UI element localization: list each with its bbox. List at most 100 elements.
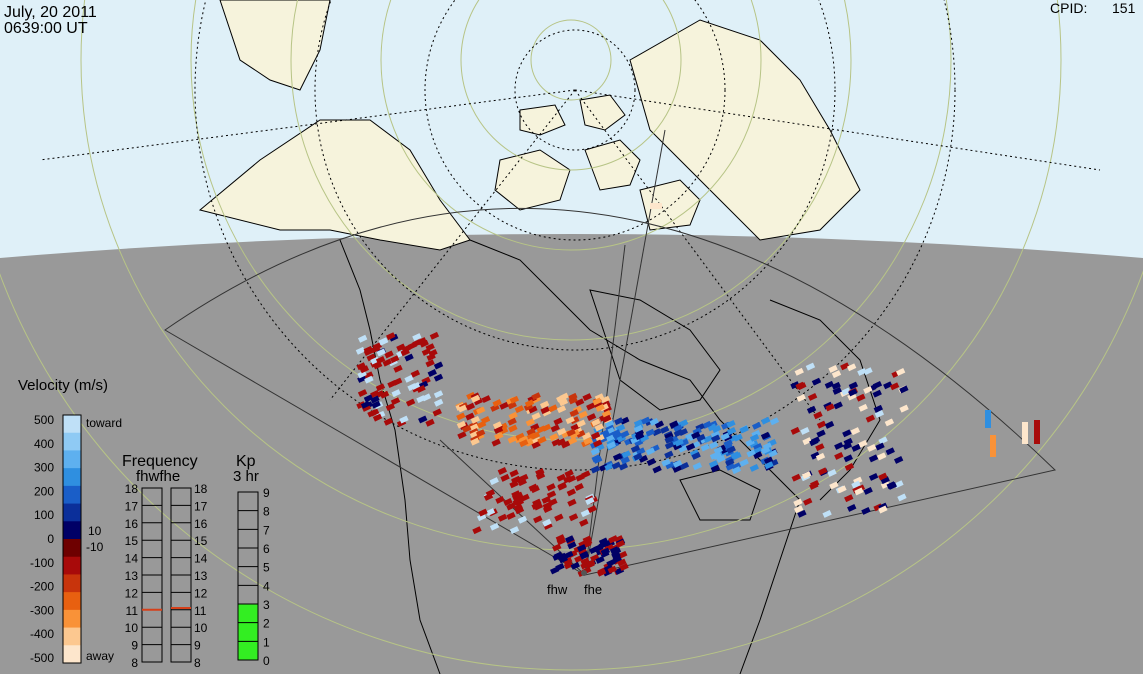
velocity-cell-away (553, 417, 563, 426)
velocity-cell-mid (503, 497, 513, 506)
velocity-cell-west (388, 333, 399, 342)
velocity-cell-away (508, 424, 518, 433)
velocity-cell-away (490, 403, 500, 412)
frequency-tick-left: 16 (125, 517, 139, 531)
velocity-cell-toward (753, 446, 763, 455)
velocity-cell-west (412, 333, 422, 342)
kp-tick-label: 7 (263, 523, 270, 537)
radar-site-fhe: fhe (584, 582, 602, 597)
velocity-cell-west (405, 398, 416, 407)
velocity-cell-near (586, 559, 596, 568)
velocity-cell-toward (710, 434, 721, 443)
velocity-cell-east (851, 480, 861, 489)
velocity-cell-west (393, 364, 403, 373)
velocity-cell-far (985, 410, 991, 428)
velocity-cell-mid (514, 506, 525, 515)
velocity-cell-east (872, 389, 882, 398)
velocity-cell-mid (532, 498, 542, 507)
velocity-cell-away (600, 395, 611, 404)
velocity-cell-toward (644, 418, 655, 427)
velocity-cell-east (837, 485, 847, 494)
kp-tick-label: 8 (263, 505, 270, 519)
velocity-tick-label: -400 (30, 627, 54, 641)
velocity-cell-toward (661, 458, 671, 467)
velocity-tick-label: 400 (34, 437, 54, 451)
velocity-cell-near (564, 535, 575, 544)
velocity-cell-mid (564, 469, 574, 478)
velocity-cell-mid (506, 502, 516, 511)
velocity-cell-away (602, 414, 612, 423)
pos-threshold: 10 (88, 524, 102, 538)
velocity-cell-east (840, 362, 850, 371)
velocity-cell-east (825, 403, 835, 412)
velocity-cell-away (465, 412, 475, 421)
velocity-cell-away (491, 438, 501, 447)
velocity-cell-west (372, 413, 383, 422)
velocity-cell-mid (557, 482, 567, 491)
velocity-cell-away (494, 432, 504, 440)
velocity-cell-mid (489, 522, 500, 531)
velocity-cell-mid (533, 515, 543, 524)
velocity-cell-toward (604, 462, 614, 471)
velocity-cell-west (428, 349, 438, 357)
kp-tick-label: 5 (263, 561, 270, 575)
velocity-cell-east (880, 476, 890, 485)
kp-panel: 9 8 7 6 5 4 3 2 1 0 (237, 486, 270, 668)
velocity-cell-toward (630, 444, 641, 453)
velocity-cell-near (558, 555, 568, 564)
kp-tick-label: 3 (263, 598, 270, 612)
velocity-cell-toward (635, 447, 646, 456)
velocity-cell-away (549, 433, 559, 442)
velocity-cell-away (481, 395, 491, 404)
velocity-cell-away (560, 440, 571, 449)
velocity-cell-east (863, 367, 873, 376)
velocity-cell-near (612, 555, 622, 564)
velocity-cell-near (563, 556, 573, 565)
velocity-cell-toward (613, 432, 623, 441)
velocity-cell-east (856, 393, 866, 402)
velocity-cell-near (580, 557, 590, 566)
velocity-cell-toward (599, 435, 609, 443)
velocity-cell-east (801, 471, 812, 480)
velocity-cell-toward (726, 427, 737, 435)
velocity-cell-west (386, 332, 396, 341)
velocity-cell-west (425, 359, 435, 368)
velocity-cell-away (518, 435, 529, 444)
velocity-cell-east (818, 467, 828, 476)
velocity-cell-away (531, 412, 541, 421)
velocity-cell-away (570, 416, 580, 425)
velocity-cell-away (515, 432, 525, 441)
velocity-cell-mid (587, 505, 597, 514)
velocity-cell-west (401, 344, 411, 353)
velocity-cell-away (492, 421, 503, 430)
velocity-cell-away (492, 399, 502, 407)
kp-tick-label: 2 (263, 617, 270, 631)
velocity-cell-east (843, 454, 853, 463)
frequency-tick-right: 15 (194, 534, 208, 548)
velocity-cell-east (832, 386, 842, 395)
velocity-cell-away (551, 438, 561, 447)
velocity-cell-east (841, 387, 851, 396)
velocity-cell-away (470, 394, 481, 403)
velocity-color-swatch (63, 574, 81, 593)
velocity-cell-away (477, 420, 487, 429)
velocity-cell-toward (749, 464, 759, 472)
velocity-cell-toward (669, 420, 679, 429)
velocity-cell-away (473, 397, 483, 406)
velocity-cell-near (600, 547, 611, 556)
velocity-cell-away (539, 400, 550, 409)
velocity-cell-away (576, 429, 586, 438)
velocity-cell-toward (692, 462, 702, 471)
velocity-cell-away (574, 398, 585, 407)
velocity-cell-toward (638, 454, 649, 463)
velocity-cell-away (548, 404, 558, 413)
velocity-cell-west (416, 385, 426, 393)
velocity-cell-away (525, 418, 536, 427)
velocity-cell-away (507, 435, 517, 444)
velocity-cell-west (433, 361, 444, 370)
velocity-cell-west (371, 345, 381, 353)
velocity-cell-east (872, 381, 883, 389)
velocity-cell-away (508, 411, 518, 420)
velocity-cell-near (570, 561, 580, 570)
